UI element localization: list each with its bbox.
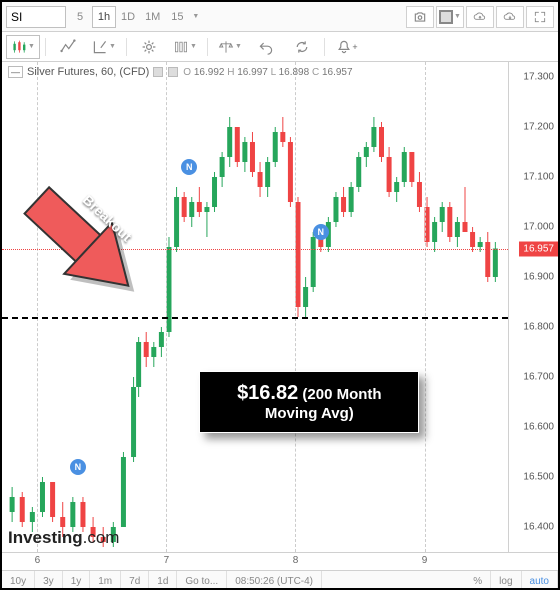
x-axis[interactable]: 6 7 8 9 <box>2 553 508 570</box>
cloud-upload-icon[interactable] <box>466 6 494 28</box>
annotation-box: $16.82 (200 Month Moving Avg) <box>199 371 419 433</box>
range-1m[interactable]: 1m <box>90 571 121 590</box>
chart-frame: SI 51h1D1M15 ▼ ▼ ▼ ▼ ▼ ▼ + — <box>0 0 560 590</box>
chart-header: — Silver Futures, 60, (CFD) O 16.992 H 1… <box>8 66 353 78</box>
window-icon-2[interactable] <box>168 67 178 77</box>
timeframe-1M[interactable]: 1M <box>140 6 165 28</box>
goto-button[interactable]: Go to... <box>177 571 227 590</box>
chart-title: Silver Futures, 60, (CFD) <box>27 66 149 78</box>
y-tick: 17.300 <box>523 72 554 83</box>
color-box-button[interactable]: ▼ <box>436 6 464 28</box>
y-tick: 16.400 <box>523 522 554 533</box>
camera-icon[interactable] <box>406 6 434 28</box>
tools-toolbar: ▼ ▼ ▼ ▼ + <box>2 32 558 62</box>
x-axis-row: 6 7 8 9 <box>2 552 558 570</box>
indicators-button[interactable]: ▼ <box>87 35 121 59</box>
range-1d[interactable]: 1d <box>149 571 177 590</box>
range-7d[interactable]: 7d <box>121 571 149 590</box>
range-1y[interactable]: 1y <box>63 571 91 590</box>
bottom-toolbar: 10y3y1y1m7d1d Go to... 08:50:26 (UTC-4) … <box>2 570 558 590</box>
y-tick: 16.800 <box>523 322 554 333</box>
gear-icon[interactable] <box>132 35 166 59</box>
candlestick-style-button[interactable]: ▼ <box>6 35 40 59</box>
undo-icon[interactable] <box>249 35 283 59</box>
scale-%[interactable]: % <box>465 571 491 590</box>
range-3y[interactable]: 3y <box>35 571 63 590</box>
scale-icon[interactable]: ▼ <box>213 35 247 59</box>
columns-button[interactable]: ▼ <box>168 35 202 59</box>
collapse-icon[interactable]: — <box>8 66 23 78</box>
ohlc-readout: O 16.992 H 16.997 L 16.898 C 16.957 <box>183 67 352 78</box>
cloud-download-icon[interactable] <box>496 6 524 28</box>
scale-log[interactable]: log <box>491 571 521 590</box>
chart-plot[interactable]: — Silver Futures, 60, (CFD) O 16.992 H 1… <box>2 62 508 552</box>
timeframe-5[interactable]: 5 <box>68 6 92 28</box>
y-tick: 17.000 <box>523 222 554 233</box>
y-tick: 16.900 <box>523 272 554 283</box>
expand-icon[interactable] <box>526 6 554 28</box>
breakout-arrow <box>2 62 508 552</box>
timeframe-15[interactable]: 15 <box>165 6 189 28</box>
window-icon[interactable] <box>153 67 163 77</box>
y-tick: 17.100 <box>523 172 554 183</box>
refresh-icon[interactable] <box>285 35 319 59</box>
x-tick: 6 <box>35 555 41 566</box>
top-toolbar: SI 51h1D1M15 ▼ ▼ <box>2 2 558 32</box>
timeframe-1D[interactable]: 1D <box>116 6 140 28</box>
y-tick: 16.700 <box>523 372 554 383</box>
x-tick: 9 <box>422 555 428 566</box>
timeframe-group: 51h1D1M15 <box>68 6 189 28</box>
investing-logo: Investing.com <box>8 528 119 548</box>
y-tick: 16.500 <box>523 472 554 483</box>
chevron-down-icon[interactable]: ▼ <box>192 13 199 20</box>
clock-readout: 08:50:26 (UTC-4) <box>227 571 322 590</box>
symbol-input[interactable]: SI <box>6 6 66 28</box>
y-tick: 17.200 <box>523 122 554 133</box>
alert-bell-icon[interactable]: + <box>330 35 364 59</box>
y-axis[interactable]: 17.300 17.200 17.100 17.000 16.900 16.800 16.7… <box>508 62 558 552</box>
y-tick: 16.600 <box>523 422 554 433</box>
x-tick: 7 <box>164 555 170 566</box>
compare-button[interactable] <box>51 35 85 59</box>
x-tick: 8 <box>293 555 299 566</box>
last-price-flag: 16.957 <box>519 241 558 256</box>
timeframe-1h[interactable]: 1h <box>92 6 116 28</box>
chart-row: — Silver Futures, 60, (CFD) O 16.992 H 1… <box>2 62 558 552</box>
scale-auto[interactable]: auto <box>522 571 558 590</box>
range-10y[interactable]: 10y <box>2 571 35 590</box>
